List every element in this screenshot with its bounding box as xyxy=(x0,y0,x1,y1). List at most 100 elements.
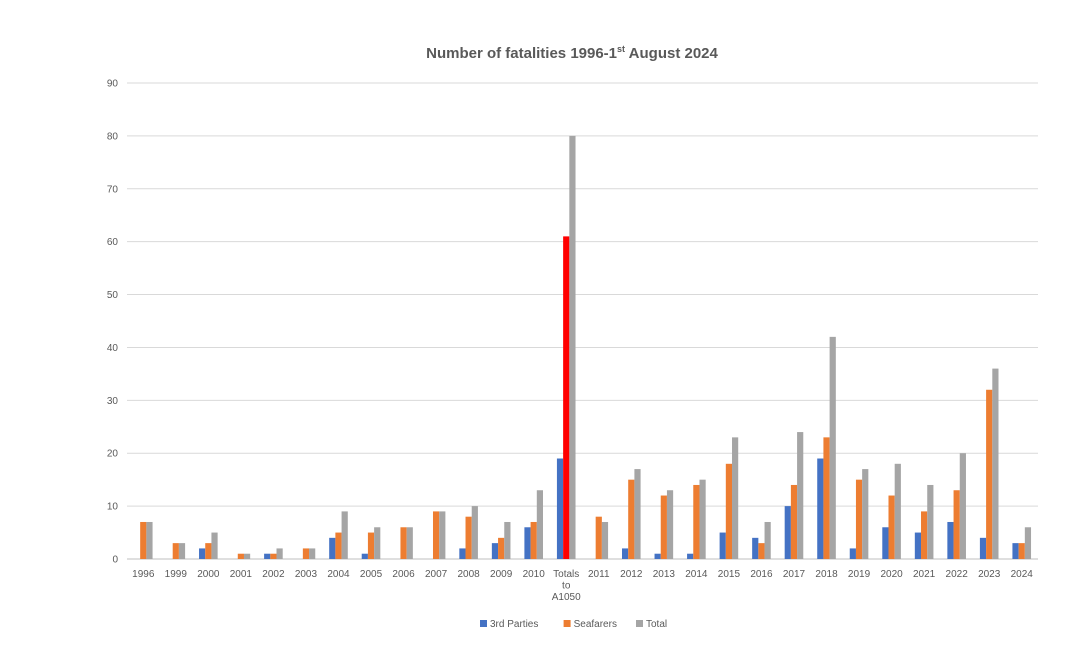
x-tick-label: to xyxy=(562,581,571,592)
bar-seafarers xyxy=(563,236,570,559)
bar-seafarers xyxy=(530,521,537,559)
x-tick-label: 2006 xyxy=(392,569,415,580)
x-tick-label: 2014 xyxy=(685,569,708,580)
bar-total xyxy=(1024,527,1032,559)
bar-3rd-parties xyxy=(329,537,336,559)
bar-total xyxy=(276,548,283,559)
y-tick-label: 90 xyxy=(107,79,119,90)
x-tick-label: 2009 xyxy=(490,569,513,580)
bar-seafarers xyxy=(205,543,212,559)
x-tick-label: 1999 xyxy=(165,569,188,580)
bar-total xyxy=(797,432,804,559)
bar-seafarers xyxy=(172,543,179,559)
y-tick-label: 40 xyxy=(107,343,119,354)
y-tick-label: 70 xyxy=(107,184,119,195)
x-tick-label: 2017 xyxy=(783,569,806,580)
legend-swatch xyxy=(563,620,571,627)
bar-3rd-parties xyxy=(491,543,499,559)
x-tick-label: 2012 xyxy=(620,569,643,580)
bar-total xyxy=(146,521,153,559)
y-tick-label: 0 xyxy=(112,555,118,566)
x-tick-label: 2002 xyxy=(262,569,285,580)
bar-seafarers xyxy=(823,437,830,559)
x-tick-label: 2005 xyxy=(360,569,383,580)
bar-seafarers xyxy=(270,553,277,559)
legend-swatch xyxy=(636,620,643,627)
bar-total xyxy=(309,548,316,559)
bar-total xyxy=(894,463,901,559)
bar-seafarers xyxy=(628,479,635,559)
x-tick-label: 2013 xyxy=(653,569,676,580)
bar-3rd-parties xyxy=(524,527,531,559)
x-tick-label: 2019 xyxy=(848,569,871,580)
bar-3rd-parties xyxy=(784,506,791,559)
chart-title: Number of fatalities 1996-1st August 202… xyxy=(0,44,1080,62)
bar-total xyxy=(764,521,771,559)
x-tick-label: 2024 xyxy=(1011,569,1034,580)
legend-label: 3rd Parties xyxy=(490,619,538,630)
bar-3rd-parties xyxy=(459,548,466,559)
chart-title-superscript: st xyxy=(617,44,626,54)
bar-total xyxy=(536,490,543,559)
bar-3rd-parties xyxy=(719,532,726,559)
y-tick-label: 50 xyxy=(107,290,119,301)
bar-seafarers xyxy=(888,495,895,559)
bar-total xyxy=(992,368,999,559)
bar-seafarers xyxy=(660,495,667,559)
bar-seafarers xyxy=(367,532,375,559)
bar-total xyxy=(666,490,674,559)
x-tick-label: 2015 xyxy=(718,569,741,580)
bar-3rd-parties xyxy=(979,537,987,559)
x-tick-label: 2021 xyxy=(913,569,936,580)
x-tick-label: 2018 xyxy=(815,569,838,580)
chart-title-rest: August 2024 xyxy=(625,45,718,62)
legend-label: Total xyxy=(646,619,667,630)
x-tick-label: 2022 xyxy=(946,569,969,580)
x-tick-label: 2007 xyxy=(425,569,448,580)
bar-total xyxy=(341,511,348,559)
x-tick-label: 2001 xyxy=(230,569,253,580)
bar-3rd-parties xyxy=(622,548,629,559)
bar-seafarers xyxy=(400,527,407,559)
bar-total xyxy=(829,336,836,559)
bar-3rd-parties xyxy=(361,553,368,559)
bar-3rd-parties xyxy=(752,537,759,559)
bar-total xyxy=(601,521,609,559)
bar-seafarers xyxy=(921,511,928,559)
bar-total xyxy=(959,453,966,559)
bar-3rd-parties xyxy=(817,458,824,559)
bar-3rd-parties xyxy=(264,553,271,559)
bar-seafarers xyxy=(237,553,244,559)
legend-label: Seafarers xyxy=(574,619,617,630)
bar-total xyxy=(471,506,478,559)
bar-total xyxy=(243,553,251,559)
bar-total xyxy=(504,521,511,559)
bar-seafarers xyxy=(855,479,863,559)
bar-seafarers xyxy=(140,521,147,559)
x-tick-label: 2010 xyxy=(523,569,546,580)
bar-seafarers xyxy=(693,484,700,559)
bar-total xyxy=(634,469,641,559)
x-tick-label: 2008 xyxy=(458,569,481,580)
y-tick-label: 30 xyxy=(107,396,119,407)
y-tick-label: 80 xyxy=(107,131,119,142)
bar-3rd-parties xyxy=(556,458,564,559)
x-tick-label: 2000 xyxy=(197,569,220,580)
bar-seafarers xyxy=(758,543,765,559)
x-tick-label: 2004 xyxy=(327,569,350,580)
y-tick-label: 20 xyxy=(107,449,119,460)
bar-seafarers xyxy=(432,511,440,559)
bar-3rd-parties xyxy=(882,527,889,559)
bar-total xyxy=(178,543,186,559)
bar-seafarers xyxy=(725,463,733,559)
bar-seafarers xyxy=(595,516,602,559)
bar-3rd-parties xyxy=(914,532,922,559)
x-tick-label: 2011 xyxy=(588,569,610,580)
bar-3rd-parties xyxy=(199,548,206,559)
bar-seafarers xyxy=(498,537,505,559)
bar-seafarers xyxy=(465,516,472,559)
bar-total xyxy=(699,479,706,559)
y-tick-label: 10 xyxy=(107,502,119,513)
bar-total xyxy=(439,511,446,559)
